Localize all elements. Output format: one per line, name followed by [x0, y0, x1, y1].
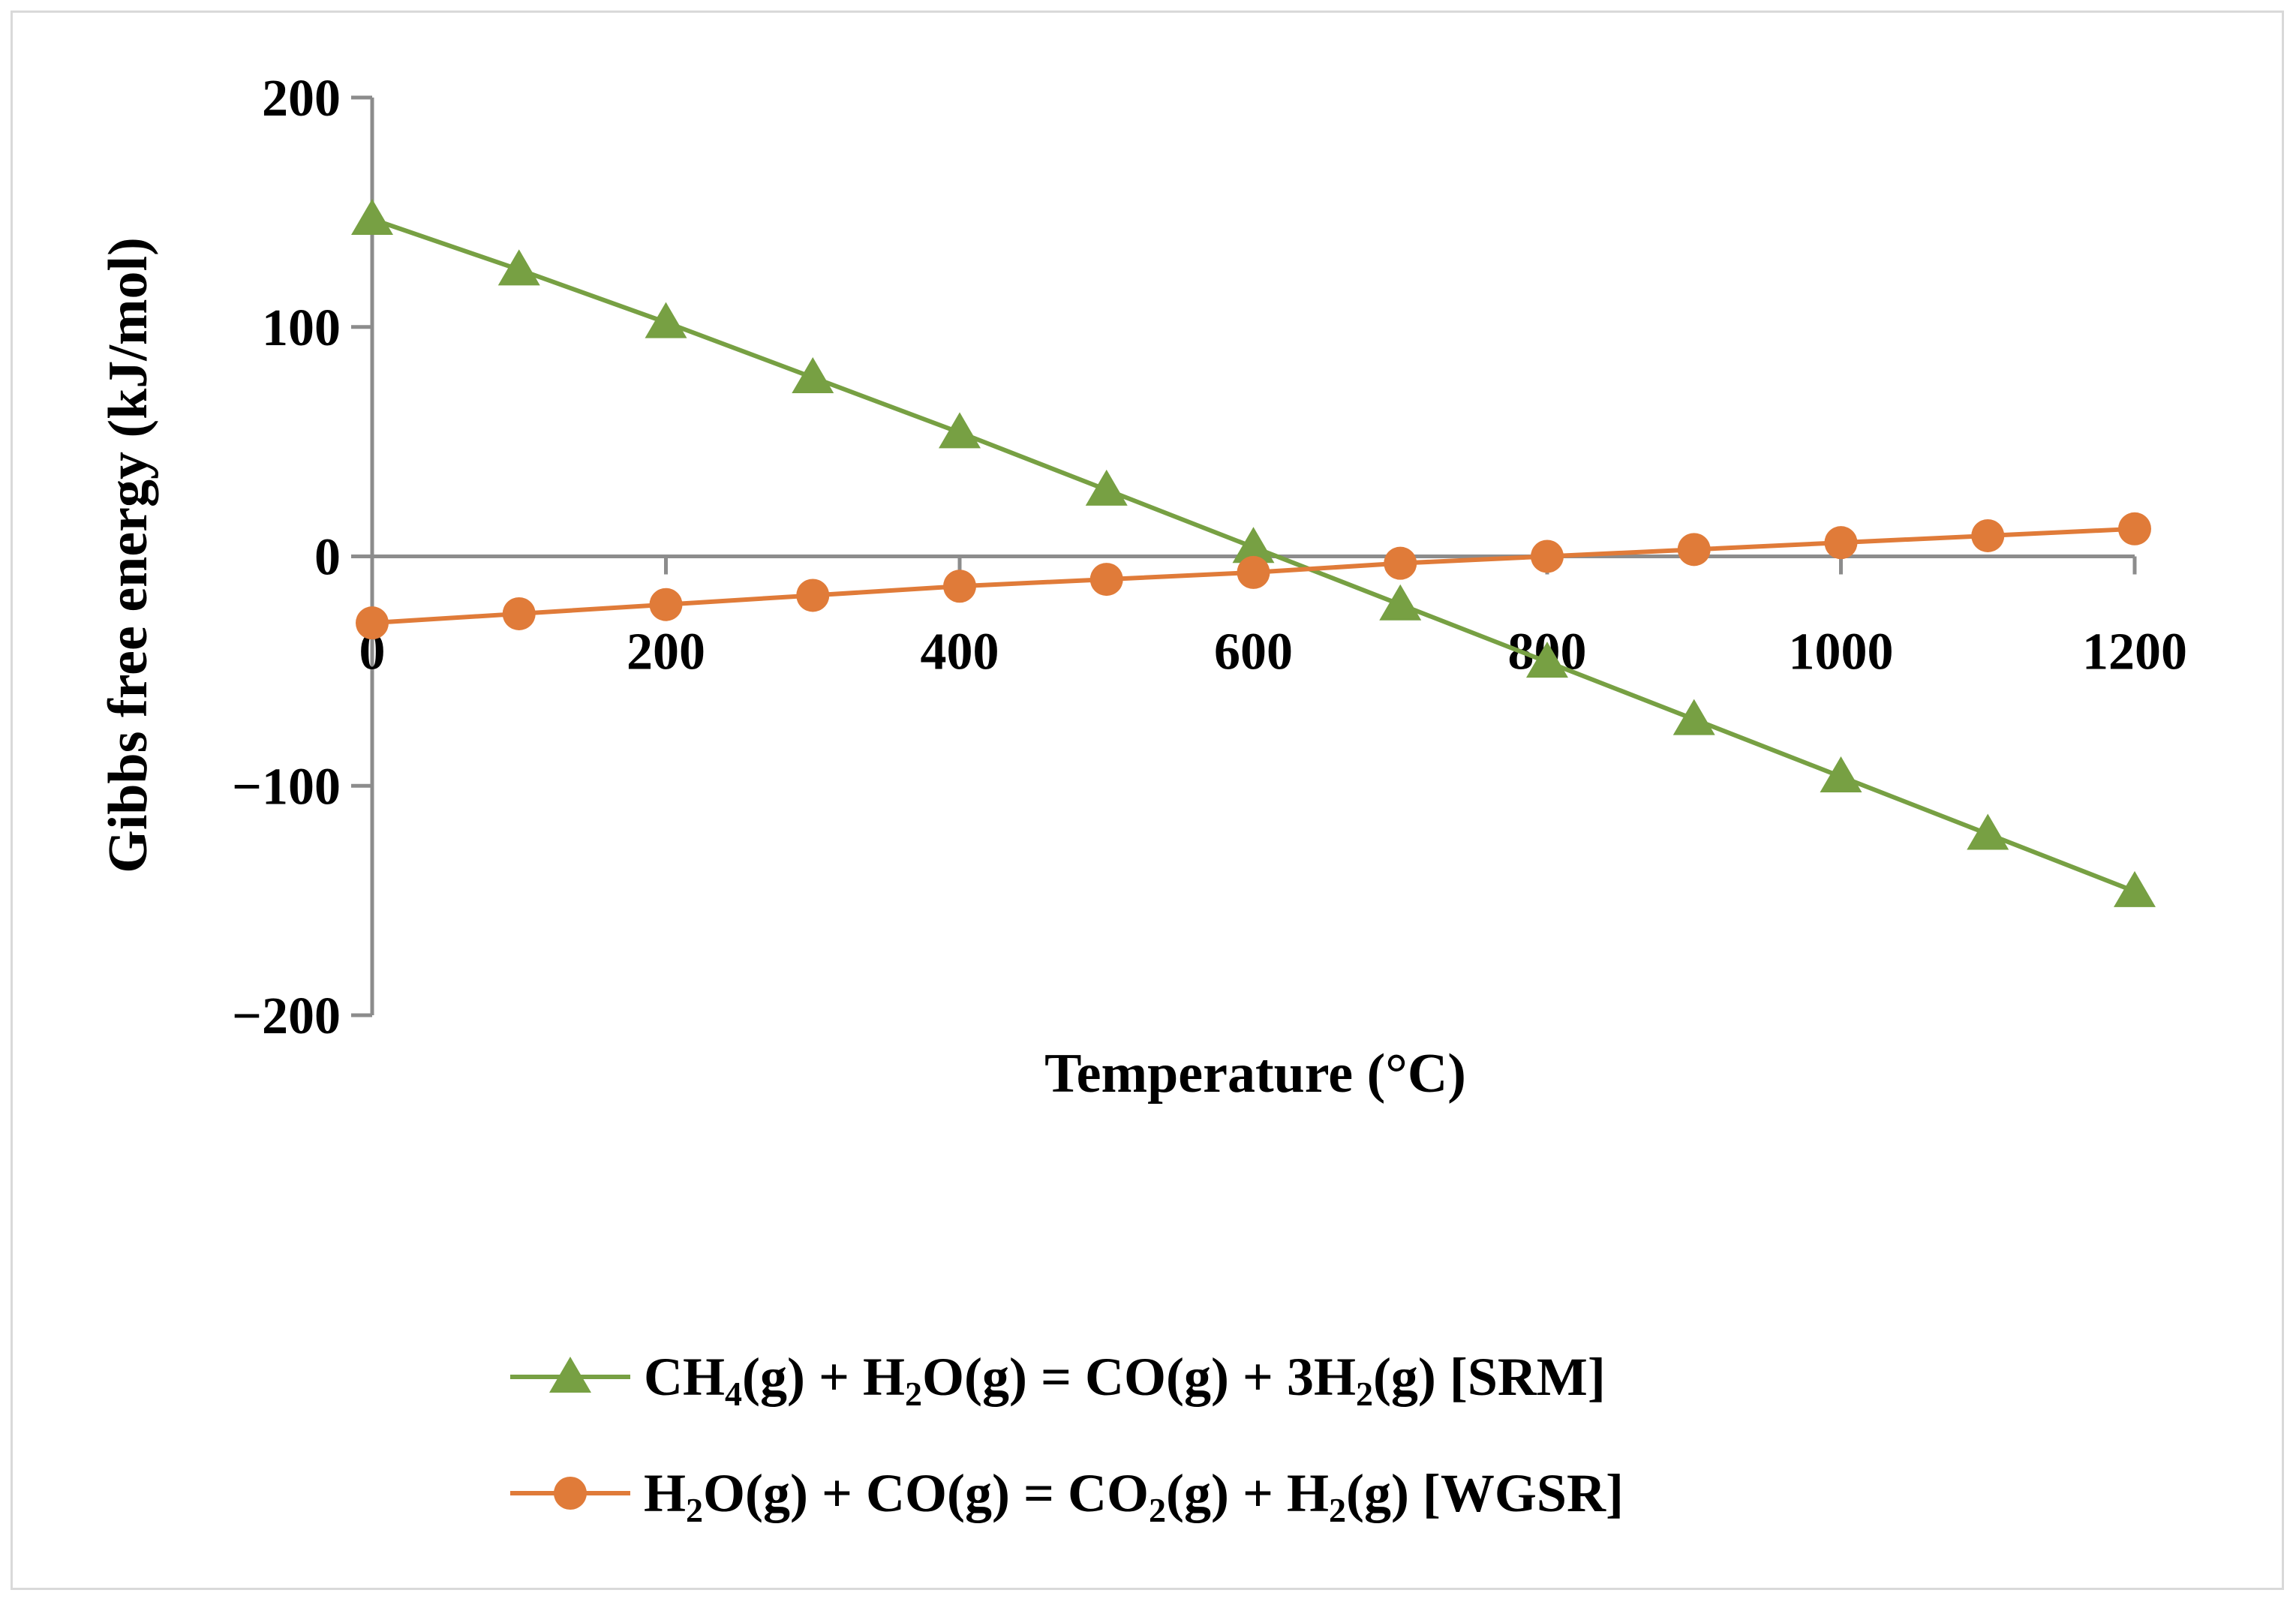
wgsr-point [649, 588, 683, 621]
wgsr-point [1677, 533, 1711, 567]
srm-point [351, 199, 393, 236]
wgsr-point [943, 570, 976, 603]
legend: CH4(g) + H2O(g) = CO(g) + 3H2(g) [SRM] H2… [510, 1347, 1624, 1529]
series-wgsr [356, 512, 2151, 640]
legend-marker [554, 1477, 587, 1510]
wgsr-point [356, 606, 389, 640]
srm-point [497, 249, 540, 286]
srm-point [1379, 584, 1422, 621]
wgsr-point [1384, 546, 1417, 580]
series-layer [351, 199, 2156, 907]
y-tick-label: −200 [232, 987, 341, 1045]
srm-point [1085, 469, 1128, 506]
y-axis-title: Gibbs free energy (kJ/mol) [98, 237, 159, 873]
series-srm [351, 199, 2156, 907]
legend-entry-wgsr: H2O(g) + CO(g) = CO2(g) + H2(g) [WGSR] [510, 1463, 1624, 1529]
wgsr-point [1531, 540, 1564, 573]
x-tick-label: 600 [1214, 624, 1293, 681]
y-tick-label: 0 [314, 529, 341, 587]
srm-point [1967, 813, 2009, 850]
wgsr-point [1971, 518, 2005, 552]
wgsr-point [502, 597, 536, 630]
wgsr-point [1824, 526, 1858, 560]
y-tick-label: 200 [262, 70, 341, 128]
x-tick-label: 200 [627, 624, 705, 681]
srm-point [1820, 756, 1862, 793]
y-tick-label: −100 [232, 758, 341, 816]
wgsr-point [2118, 512, 2151, 546]
x-tick-label: 1000 [1789, 624, 1894, 681]
legend-label: H2O(g) + CO(g) = CO2(g) + H2(g) [WGSR] [644, 1463, 1624, 1529]
wgsr-point [796, 579, 830, 612]
x-axis-title: Temperature (°C) [1044, 1043, 1466, 1105]
legend-marker [549, 1357, 591, 1393]
x-tick-label: 1200 [2082, 624, 2187, 681]
srm-point [792, 357, 834, 394]
x-tick-label: 400 [921, 624, 999, 681]
wgsr-point [1237, 555, 1270, 589]
srm-point [645, 302, 687, 338]
srm-point [1672, 699, 1715, 735]
srm-point [1526, 642, 1568, 678]
srm-point [939, 412, 981, 449]
legend-label: CH4(g) + H2O(g) = CO(g) + 3H2(g) [SRM] [644, 1347, 1606, 1413]
wgsr-point [1089, 563, 1123, 597]
legend-entry-srm: CH4(g) + H2O(g) = CO(g) + 3H2(g) [SRM] [510, 1347, 1606, 1413]
srm-point [2114, 870, 2156, 907]
y-tick-label: 100 [262, 299, 341, 357]
